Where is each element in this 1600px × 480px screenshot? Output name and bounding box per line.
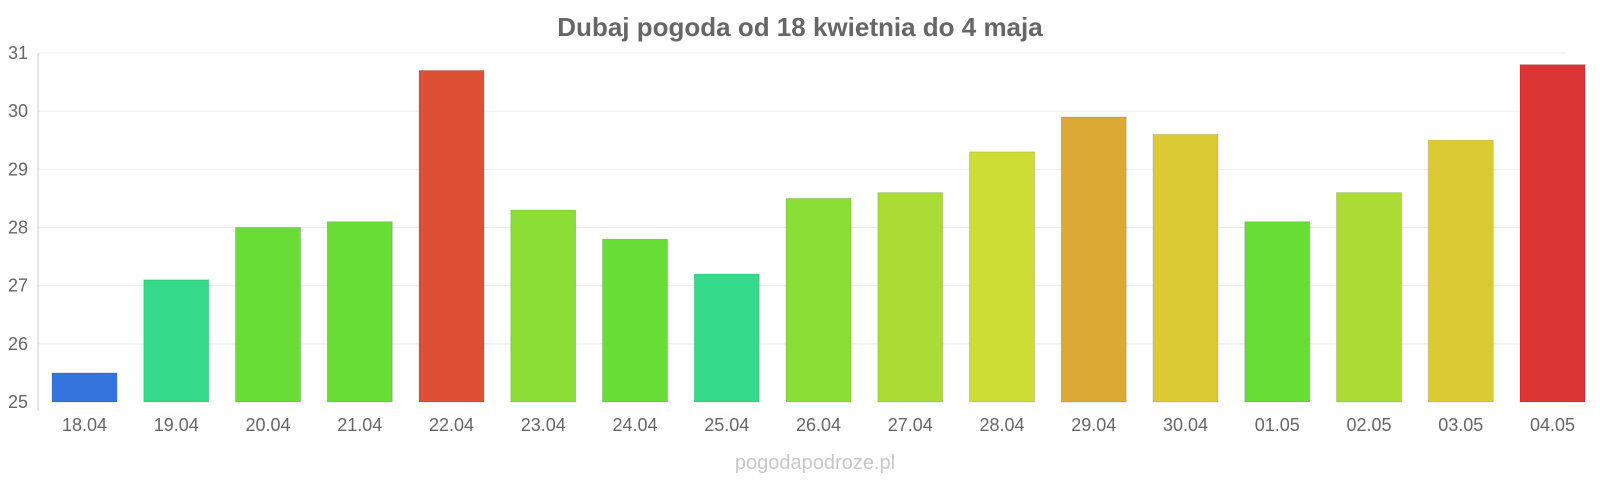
y-tick-labels: 25 26 27 28 29 30 31 <box>8 43 28 412</box>
y-tick-label: 29 <box>8 159 28 179</box>
y-tick-label: 26 <box>8 334 28 354</box>
bar <box>235 227 301 403</box>
bar <box>1244 221 1311 403</box>
x-tick-label: 04.05 <box>1530 415 1575 435</box>
x-tick-label: 02.05 <box>1346 415 1391 435</box>
bar <box>602 238 668 403</box>
x-tick-label: 22.04 <box>429 415 474 435</box>
x-tick-label: 21.04 <box>337 415 382 435</box>
y-tick-label: 28 <box>8 218 28 238</box>
bar <box>143 279 210 403</box>
x-tick-labels: 18.04 19.04 20.04 21.04 22.04 23.04 24.04 25.04… <box>62 415 1575 435</box>
bar <box>418 69 485 403</box>
x-tick-label: 29.04 <box>1071 415 1116 435</box>
x-tick-label: 25.04 <box>704 415 749 435</box>
x-tick-label: 26.04 <box>796 415 841 435</box>
chart-title: Dubaj pogoda od 18 kwietnia do 4 maja <box>557 12 1043 42</box>
bar <box>51 372 118 403</box>
y-tick-label: 30 <box>8 101 28 121</box>
bar <box>1336 192 1402 403</box>
bar <box>785 197 852 403</box>
bar <box>1519 64 1586 403</box>
bar <box>877 192 944 403</box>
x-tick-label: 19.04 <box>154 415 199 435</box>
y-tick-label: 25 <box>8 392 28 412</box>
x-tick-label: 24.04 <box>612 415 657 435</box>
x-tick-label: 30.04 <box>1163 415 1208 435</box>
x-tick-label: 01.05 <box>1255 415 1300 435</box>
x-tick-label: 28.04 <box>979 415 1024 435</box>
bar <box>1060 116 1127 403</box>
bar <box>1427 139 1494 403</box>
x-tick-label: 20.04 <box>245 415 290 435</box>
bar <box>969 151 1035 403</box>
x-tick-label: 23.04 <box>521 415 566 435</box>
bar <box>510 209 577 403</box>
bar <box>693 273 760 403</box>
x-tick-label: 18.04 <box>62 415 107 435</box>
bar <box>1152 133 1219 403</box>
y-tick-label: 27 <box>8 276 28 296</box>
bar <box>326 221 393 403</box>
y-tick-label: 31 <box>8 43 28 63</box>
bars <box>51 64 1586 403</box>
watermark: pogodapodroze.pl <box>735 452 895 474</box>
x-tick-label: 03.05 <box>1438 415 1483 435</box>
x-tick-label: 27.04 <box>888 415 933 435</box>
